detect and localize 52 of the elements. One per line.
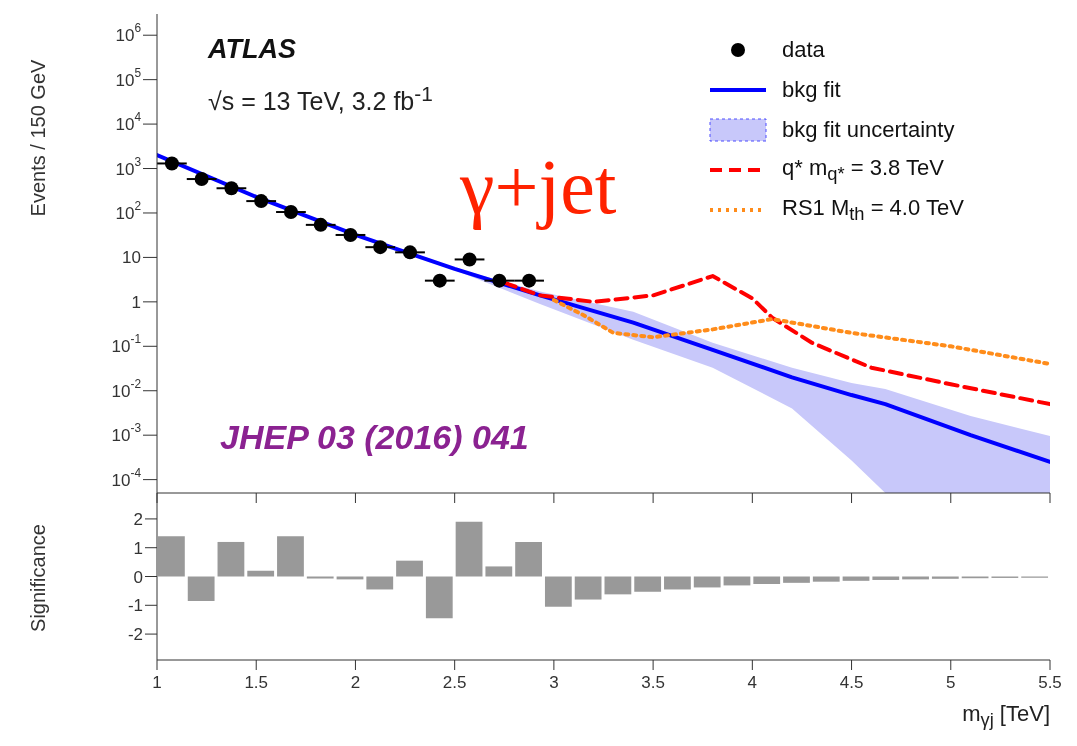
point — [254, 194, 269, 209]
point — [164, 156, 179, 171]
point — [492, 273, 507, 288]
y-axis-title: Events / 150 GeV — [26, 59, 50, 217]
annotation: JHEP 03 (2016) 041 — [220, 418, 529, 456]
x-tick-label: 2 — [350, 672, 361, 692]
y-tick-label: 10$^{2}$ — [115, 198, 142, 223]
y-tick-label: 10$^{4}$ — [115, 110, 142, 134]
x-tick-label: 4 — [747, 672, 758, 692]
y-tick-label: 0 — [133, 567, 143, 586]
y-tick-label: 10$^{6}$ — [115, 21, 142, 45]
point — [373, 240, 388, 255]
x-tick-label: 1 — [152, 672, 162, 692]
point — [283, 205, 298, 220]
y-tick-label: -1 — [127, 595, 143, 615]
y-tick-label: 2 — [133, 509, 143, 529]
y-tick-label: 10$^{5}$ — [115, 65, 142, 90]
legend-label: q* m$_{q*}$ = 3.8 TeV — [782, 154, 944, 186]
x-tick-label: 5 — [946, 672, 956, 692]
x-tick-label: 3.5 — [641, 672, 665, 692]
point — [343, 227, 358, 242]
legend-label: data — [782, 37, 825, 63]
annotation: ATLAS — [208, 34, 296, 64]
y-tick-label: 10 — [122, 247, 141, 267]
x-axis-title: m$_{γj}$ [TeV] — [962, 700, 1050, 733]
y-axis-title: Significance — [26, 524, 50, 632]
point — [313, 217, 328, 232]
y-tick-label: 10$^{-3}$ — [111, 421, 142, 445]
point — [522, 273, 537, 288]
y-tick-label: 10$^{-1}$ — [111, 332, 142, 356]
x-tick-label: 2.5 — [442, 672, 467, 692]
point — [403, 245, 418, 260]
annotation: √s = 13 TeV, 3.2 fb$^{-1}$ — [208, 82, 433, 116]
point — [224, 181, 239, 196]
x-tick-label: 1.5 — [244, 672, 269, 692]
x-tick-label: 3 — [549, 672, 559, 692]
annotation: γ+jet — [460, 143, 617, 230]
line-series — [551, 298, 1050, 366]
point — [194, 172, 209, 187]
legend-label: RS1 M$_{th}$ = 4.0 TeV — [782, 194, 964, 226]
x-tick-label: 5.5 — [1038, 672, 1062, 692]
y-tick-label: 1 — [133, 538, 143, 558]
y-tick-label: 10$^{3}$ — [115, 154, 142, 179]
y-tick-label: -2 — [127, 624, 143, 644]
y-tick-label: 1 — [131, 292, 141, 312]
x-tick-label: 4.5 — [839, 672, 864, 692]
legend-label: bkg fit — [782, 77, 841, 103]
point — [432, 273, 447, 288]
legend-label: bkg fit uncertainty — [782, 117, 955, 143]
y-tick-label: 10$^{-4}$ — [111, 465, 142, 490]
y-tick-label: 10$^{-2}$ — [111, 376, 142, 401]
point — [462, 252, 477, 267]
